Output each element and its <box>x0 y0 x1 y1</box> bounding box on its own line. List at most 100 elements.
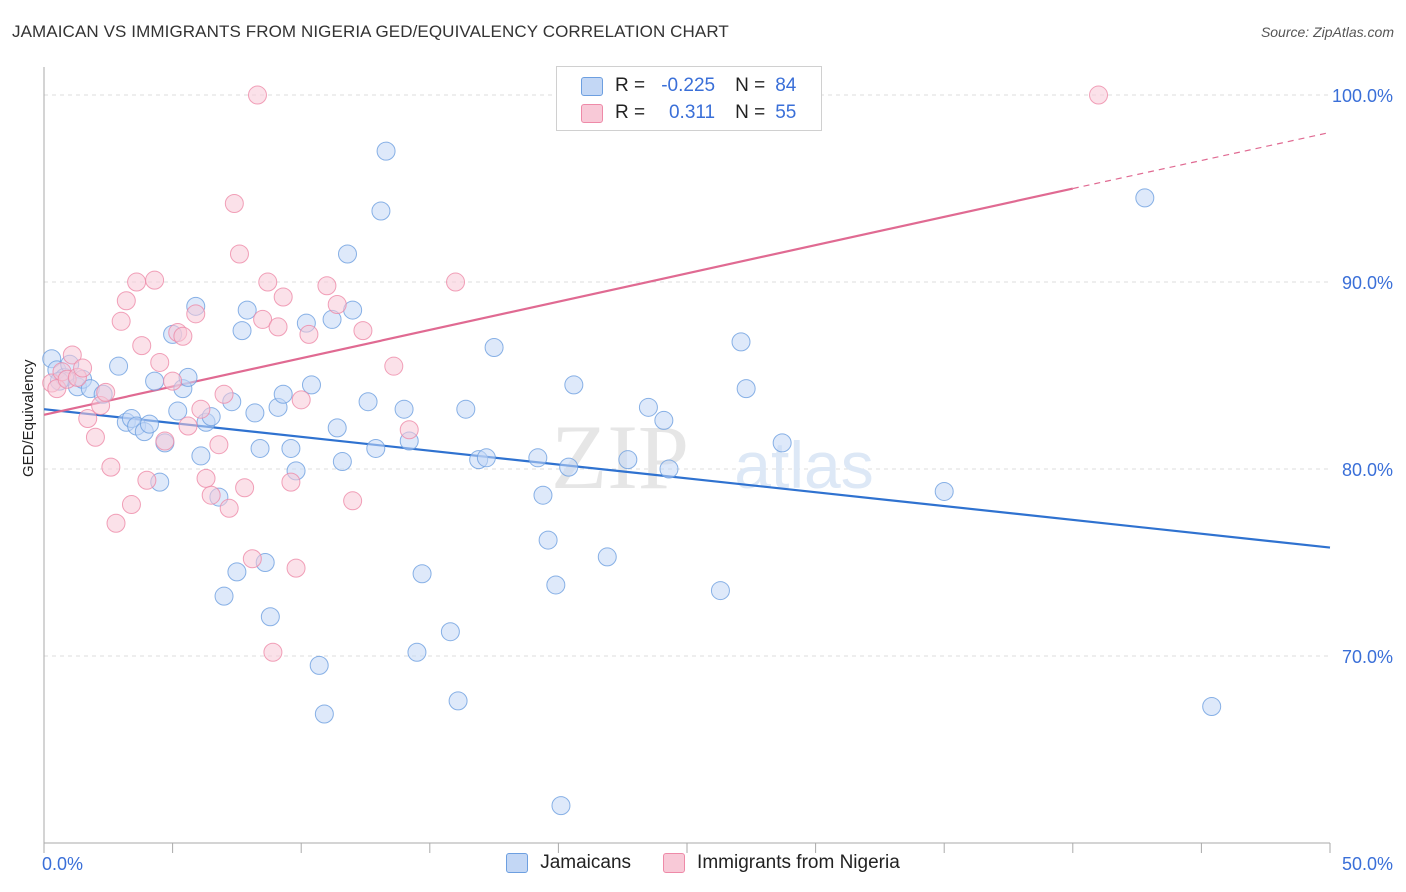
point-nigeria <box>116 291 136 311</box>
point-jamaicans <box>638 397 658 417</box>
point-nigeria <box>446 272 466 292</box>
point-nigeria <box>145 270 165 290</box>
point-nigeria <box>96 382 116 402</box>
point-nigeria <box>106 513 126 533</box>
point-jamaicans <box>659 459 679 479</box>
point-jamaicans <box>731 332 751 352</box>
point-jamaicans <box>1135 188 1155 208</box>
point-jamaicans <box>564 375 584 395</box>
y-tick-label: 80.0% <box>1342 460 1393 480</box>
point-jamaicans <box>440 622 460 642</box>
point-nigeria <box>224 194 244 214</box>
legend-n-label: N = <box>735 102 766 123</box>
chart-title: JAMAICAN VS IMMIGRANTS FROM NIGERIA GED/… <box>12 22 729 41</box>
y-tick-label: 90.0% <box>1342 273 1393 293</box>
point-jamaicans <box>394 399 414 419</box>
point-nigeria <box>111 311 131 331</box>
axes <box>43 67 1331 853</box>
point-jamaicans <box>1202 696 1222 716</box>
point-nigeria <box>384 356 404 376</box>
point-nigeria <box>173 326 193 346</box>
point-nigeria <box>247 85 267 105</box>
legend-swatch-pink <box>663 853 686 873</box>
point-jamaicans <box>546 575 566 595</box>
legend-swatch-blue <box>506 853 529 873</box>
point-jamaicans <box>309 655 329 675</box>
watermark-atlas: atlas <box>734 428 873 502</box>
point-jamaicans <box>736 379 756 399</box>
point-jamaicans <box>376 141 396 161</box>
point-jamaicans <box>332 452 352 472</box>
point-jamaicans <box>538 530 558 550</box>
legend-item-jamaicans: Jamaicans <box>506 852 631 874</box>
point-jamaicans <box>533 485 553 505</box>
point-jamaicans <box>358 392 378 412</box>
point-jamaicans <box>327 418 347 438</box>
point-jamaicans <box>281 438 301 458</box>
point-jamaicans <box>337 244 357 264</box>
point-nigeria <box>196 468 216 488</box>
point-nigeria <box>258 272 278 292</box>
point-jamaicans <box>710 581 730 601</box>
y-tick-label: 100.0% <box>1332 86 1393 106</box>
legend-label: Jamaicans <box>540 852 632 873</box>
trend-line-extension <box>1072 131 1331 190</box>
trend-line <box>43 408 1331 549</box>
point-nigeria <box>235 478 255 498</box>
legend-n-label: N = <box>735 75 766 96</box>
point-jamaicans <box>528 448 548 468</box>
point-nigeria <box>299 324 319 344</box>
point-nigeria <box>209 435 229 455</box>
point-jamaicans <box>407 642 427 662</box>
legend-swatch-blue <box>581 76 603 96</box>
point-nigeria <box>327 294 347 314</box>
x-tick-label: 0.0% <box>42 854 83 874</box>
point-nigeria <box>186 304 206 324</box>
point-jamaicans <box>654 410 674 430</box>
legend-r-label: R = <box>615 75 646 96</box>
point-jamaicans <box>476 448 496 468</box>
point-nigeria <box>155 431 175 451</box>
point-nigeria <box>268 317 288 337</box>
legend-n-value: 55 <box>775 102 797 123</box>
point-nigeria <box>229 244 249 264</box>
point-jamaicans <box>227 562 247 582</box>
point-nigeria <box>253 309 273 329</box>
point-jamaicans <box>301 375 321 395</box>
point-nigeria <box>242 549 262 569</box>
point-jamaicans <box>260 607 280 627</box>
point-nigeria <box>121 495 141 515</box>
legend-r-value: 0.311 <box>668 102 716 123</box>
point-nigeria <box>1089 85 1109 105</box>
y-axis-label: GED/Equivalency <box>20 359 37 477</box>
point-jamaicans <box>168 401 188 421</box>
point-nigeria <box>263 642 283 662</box>
point-nigeria <box>78 409 98 429</box>
legend-r-label: R = <box>615 102 646 123</box>
point-nigeria <box>137 470 157 490</box>
point-nigeria <box>219 498 239 518</box>
trend-line <box>43 187 1074 416</box>
point-jamaicans <box>559 457 579 477</box>
point-jamaicans <box>214 586 234 606</box>
point-nigeria <box>85 427 105 447</box>
point-nigeria <box>178 416 198 436</box>
point-nigeria <box>399 420 419 440</box>
point-jamaicans <box>934 481 954 501</box>
legend-row-nigeria: R = 0.311 N = 55 <box>581 101 796 125</box>
point-jamaicans <box>232 321 252 341</box>
point-nigeria <box>343 491 363 511</box>
legend-label: Immigrants from Nigeria <box>697 852 900 873</box>
legend-r-value: -0.225 <box>661 75 716 96</box>
point-nigeria <box>317 276 337 296</box>
point-jamaicans <box>139 414 159 434</box>
point-nigeria <box>101 457 121 477</box>
point-nigeria <box>150 352 170 372</box>
trend-lines <box>43 131 1331 549</box>
point-jamaicans <box>245 403 265 423</box>
point-jamaicans <box>412 564 432 584</box>
legend-row-jamaicans: R = -0.225 N = 84 <box>581 74 796 98</box>
series-legend: Jamaicans Immigrants from Nigeria <box>0 852 1406 874</box>
point-nigeria <box>62 345 82 365</box>
